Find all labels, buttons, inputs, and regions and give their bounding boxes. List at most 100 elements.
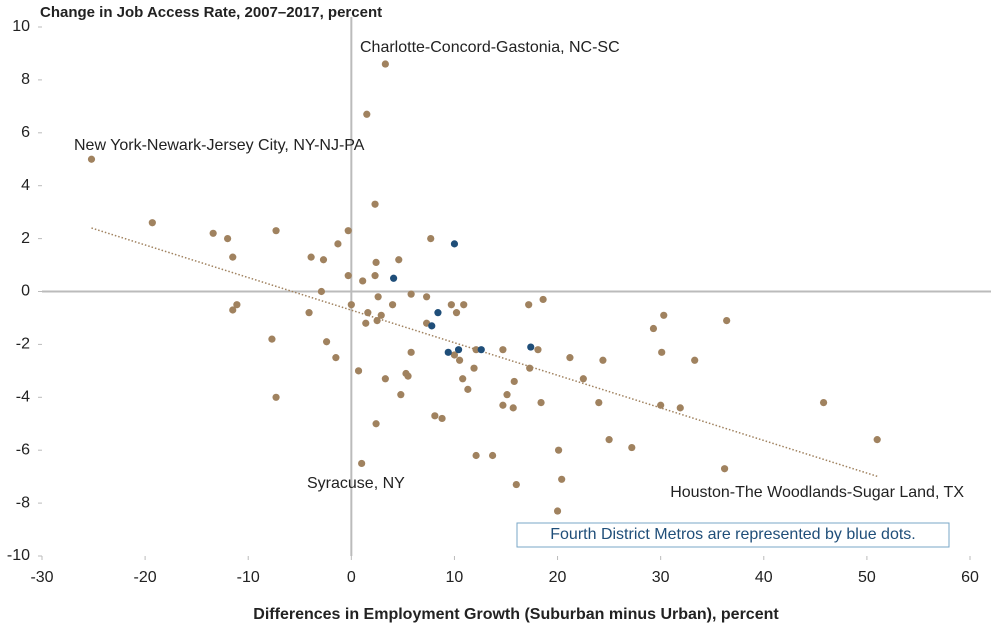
point	[553, 507, 562, 515]
point	[431, 412, 439, 420]
point	[407, 348, 415, 356]
point	[395, 256, 403, 264]
y-tick-label: 4	[21, 177, 30, 194]
point	[372, 258, 380, 267]
point	[371, 200, 379, 208]
point	[305, 309, 313, 317]
point	[450, 351, 459, 359]
note-box	[516, 522, 950, 548]
point	[397, 391, 405, 399]
point	[525, 301, 533, 309]
y-tick-label: 6	[21, 124, 30, 141]
point	[456, 356, 464, 364]
point	[558, 475, 566, 483]
y-tick-label: 2	[21, 230, 30, 247]
point	[407, 290, 415, 298]
annotation: Charlotte-Concord-Gastonia, NC-SC	[360, 39, 620, 56]
point	[364, 309, 372, 317]
point	[319, 256, 328, 264]
point	[477, 346, 485, 354]
point	[229, 253, 237, 261]
point	[454, 346, 463, 354]
point	[658, 348, 666, 356]
y-axis-label: Change in Job Access Rate, 2007–2017, pe…	[40, 4, 382, 21]
note: Fourth District Metros are represented b…	[550, 526, 916, 543]
point	[720, 465, 729, 473]
point	[873, 436, 881, 444]
point	[404, 372, 412, 380]
point	[373, 316, 381, 325]
point	[362, 319, 370, 327]
point	[381, 375, 389, 383]
point	[459, 375, 467, 383]
x-tick-label: 60	[961, 569, 979, 586]
point	[268, 335, 276, 343]
point	[307, 253, 315, 261]
x-axis-label: Differences in Employment Growth (Suburb…	[253, 606, 779, 623]
point	[488, 451, 497, 460]
point	[272, 227, 280, 235]
point	[347, 301, 355, 309]
point	[595, 398, 603, 407]
x-tick-label: -10	[237, 569, 260, 586]
point	[229, 306, 237, 314]
point	[359, 277, 367, 285]
point	[452, 309, 461, 317]
point	[819, 398, 828, 407]
point	[599, 356, 607, 364]
point	[438, 414, 446, 423]
point	[148, 219, 156, 227]
point	[470, 364, 478, 372]
point	[660, 311, 668, 319]
y-tick-label: -10	[7, 547, 30, 564]
point	[358, 459, 366, 468]
point	[464, 385, 472, 393]
point	[509, 404, 517, 412]
point	[372, 420, 380, 428]
x-tick-label: -30	[30, 569, 53, 586]
x-tick-label: 50	[858, 569, 876, 586]
point	[534, 346, 542, 354]
point	[472, 346, 480, 354]
point	[434, 309, 442, 317]
point	[447, 301, 455, 309]
point	[657, 401, 665, 409]
point	[322, 338, 331, 346]
trendline	[91, 227, 879, 478]
point	[649, 324, 658, 333]
point	[209, 229, 217, 237]
point	[628, 443, 636, 452]
point	[371, 272, 379, 280]
x-tick-label: 20	[549, 569, 567, 586]
point	[554, 446, 563, 454]
point	[723, 316, 731, 325]
point	[450, 240, 459, 248]
point	[460, 301, 468, 309]
point	[390, 274, 398, 282]
point	[566, 354, 574, 362]
annotation: Syracuse, NY	[307, 475, 405, 492]
point	[233, 301, 241, 309]
point	[526, 364, 534, 372]
point	[579, 375, 587, 383]
point	[503, 391, 511, 399]
point	[374, 293, 382, 301]
point	[381, 60, 389, 68]
point	[512, 480, 520, 489]
point	[344, 272, 352, 280]
point	[87, 155, 96, 163]
point	[317, 287, 326, 296]
x-tick-label: 10	[446, 569, 464, 586]
point	[510, 377, 518, 386]
point	[472, 451, 480, 460]
point	[428, 322, 436, 330]
point	[388, 301, 397, 309]
y-tick-label: 8	[21, 71, 30, 88]
point	[527, 343, 535, 351]
point	[539, 295, 547, 304]
y-tick-label: 10	[12, 18, 30, 35]
point	[332, 354, 340, 362]
point	[354, 367, 363, 375]
point	[605, 436, 613, 444]
